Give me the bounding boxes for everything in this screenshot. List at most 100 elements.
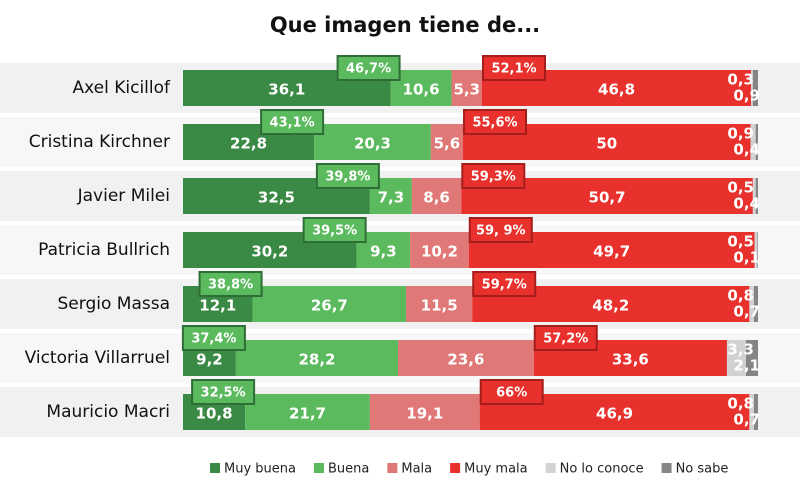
bar-segment [410, 232, 469, 268]
value-label: 0,3 [727, 71, 754, 89]
value-label: 8,6 [423, 189, 450, 207]
y-tick-label: Mauricio Macri [46, 402, 170, 422]
total-label: 38,8% [208, 278, 253, 293]
legend-swatch [545, 463, 556, 473]
value-label: 0,8 [727, 395, 754, 413]
value-label: 0,5 [727, 179, 754, 197]
value-label: 23,6 [447, 351, 484, 369]
total-label: 37,4% [191, 332, 236, 347]
value-label: 10,2 [421, 243, 458, 261]
bar-segment [406, 286, 473, 322]
total-box [463, 109, 528, 135]
total-label: 59,3% [471, 170, 516, 185]
y-tick-label: Javier Milei [77, 186, 170, 206]
total-box [533, 325, 598, 351]
bar-segment [430, 124, 464, 160]
y-tick-label: Victoria Villarruel [25, 348, 170, 368]
legend-label: Buena [328, 462, 369, 477]
bar-segment [749, 394, 754, 430]
total-box [198, 271, 263, 297]
total-label: 52,1% [491, 62, 536, 77]
value-label: 0,5 [727, 233, 754, 251]
bar-segment [245, 394, 370, 430]
legend-swatch [210, 463, 220, 473]
total-box [468, 217, 533, 243]
total-box [181, 325, 246, 351]
value-label: 20,3 [354, 135, 391, 153]
value-label: 46,8 [598, 81, 635, 99]
value-label: 2,1 [733, 357, 760, 375]
total-label: 57,2% [543, 332, 588, 347]
value-label: 10,6 [403, 81, 440, 99]
legend-swatch [450, 463, 461, 473]
legend-label: No sabe [676, 462, 729, 477]
bar-segment [411, 178, 462, 214]
bar-segment [754, 232, 758, 268]
bar-segment [749, 286, 754, 322]
total-label: 32,5% [201, 386, 246, 401]
bar-segment [726, 340, 746, 376]
value-label: 49,7 [593, 243, 630, 261]
value-label: 5,6 [434, 135, 461, 153]
legend-label: Muy mala [464, 462, 528, 477]
value-label: 33,6 [612, 351, 649, 369]
y-tick-label: Sergio Massa [58, 294, 170, 314]
value-label: 0,9 [727, 125, 754, 143]
total-box [302, 217, 367, 243]
bar-segment [390, 70, 452, 106]
legend-label: No lo conoce [560, 462, 644, 477]
bar-segment [451, 70, 482, 106]
value-label: 46,9 [596, 405, 633, 423]
total-label: 66% [496, 386, 527, 401]
value-label: 11,5 [421, 297, 458, 315]
y-tick-label: Cristina Kirchner [29, 132, 170, 152]
value-label: 32,5 [258, 189, 295, 207]
bar-segment [755, 124, 758, 160]
bar-segment [752, 70, 758, 106]
y-tick-label: Patricia Bullrich [38, 240, 170, 260]
value-label: 36,1 [268, 81, 305, 99]
value-label: 48,2 [592, 297, 629, 315]
total-label: 59,7% [482, 278, 527, 293]
total-box [479, 379, 544, 405]
value-label: 10,8 [196, 405, 233, 423]
legend-label: Muy buena [224, 462, 296, 477]
value-label: 9,2 [196, 351, 223, 369]
value-label: 0,7 [733, 411, 760, 429]
bar-segment [755, 178, 758, 214]
value-label: 50,7 [589, 189, 626, 207]
value-label: 19,1 [406, 405, 443, 423]
value-label: 0,4 [733, 195, 760, 213]
bar-segment [745, 340, 758, 376]
bar-segment [398, 340, 534, 376]
total-label: 43,1% [270, 116, 315, 131]
total-label: 59, 9% [476, 224, 526, 239]
total-box [336, 55, 401, 81]
value-label: 50 [596, 135, 617, 153]
value-label: 26,7 [311, 297, 348, 315]
total-box [315, 163, 380, 189]
total-box [482, 55, 546, 81]
total-box [472, 271, 537, 297]
value-label: 21,7 [289, 405, 326, 423]
value-label: 22,8 [230, 135, 267, 153]
value-label: 0,8 [727, 287, 754, 305]
bar-segment [753, 286, 758, 322]
value-label: 0,7 [733, 303, 760, 321]
value-label: 0,4 [733, 141, 760, 159]
total-label: 55,6% [472, 116, 517, 131]
total-label: 46,7% [346, 62, 391, 77]
bar-segment [369, 394, 480, 430]
total-label: 39,8% [325, 170, 370, 185]
bar-segment [252, 286, 407, 322]
total-label: 39,5% [312, 224, 357, 239]
bar-segment [751, 70, 753, 106]
bar-segment [752, 178, 756, 214]
value-label: 3,3 [727, 341, 754, 359]
bar-segment [235, 340, 399, 376]
bar-segment [757, 232, 758, 268]
chart-title: Que imagen tiene de... [270, 13, 540, 37]
value-label: 9,3 [370, 243, 397, 261]
